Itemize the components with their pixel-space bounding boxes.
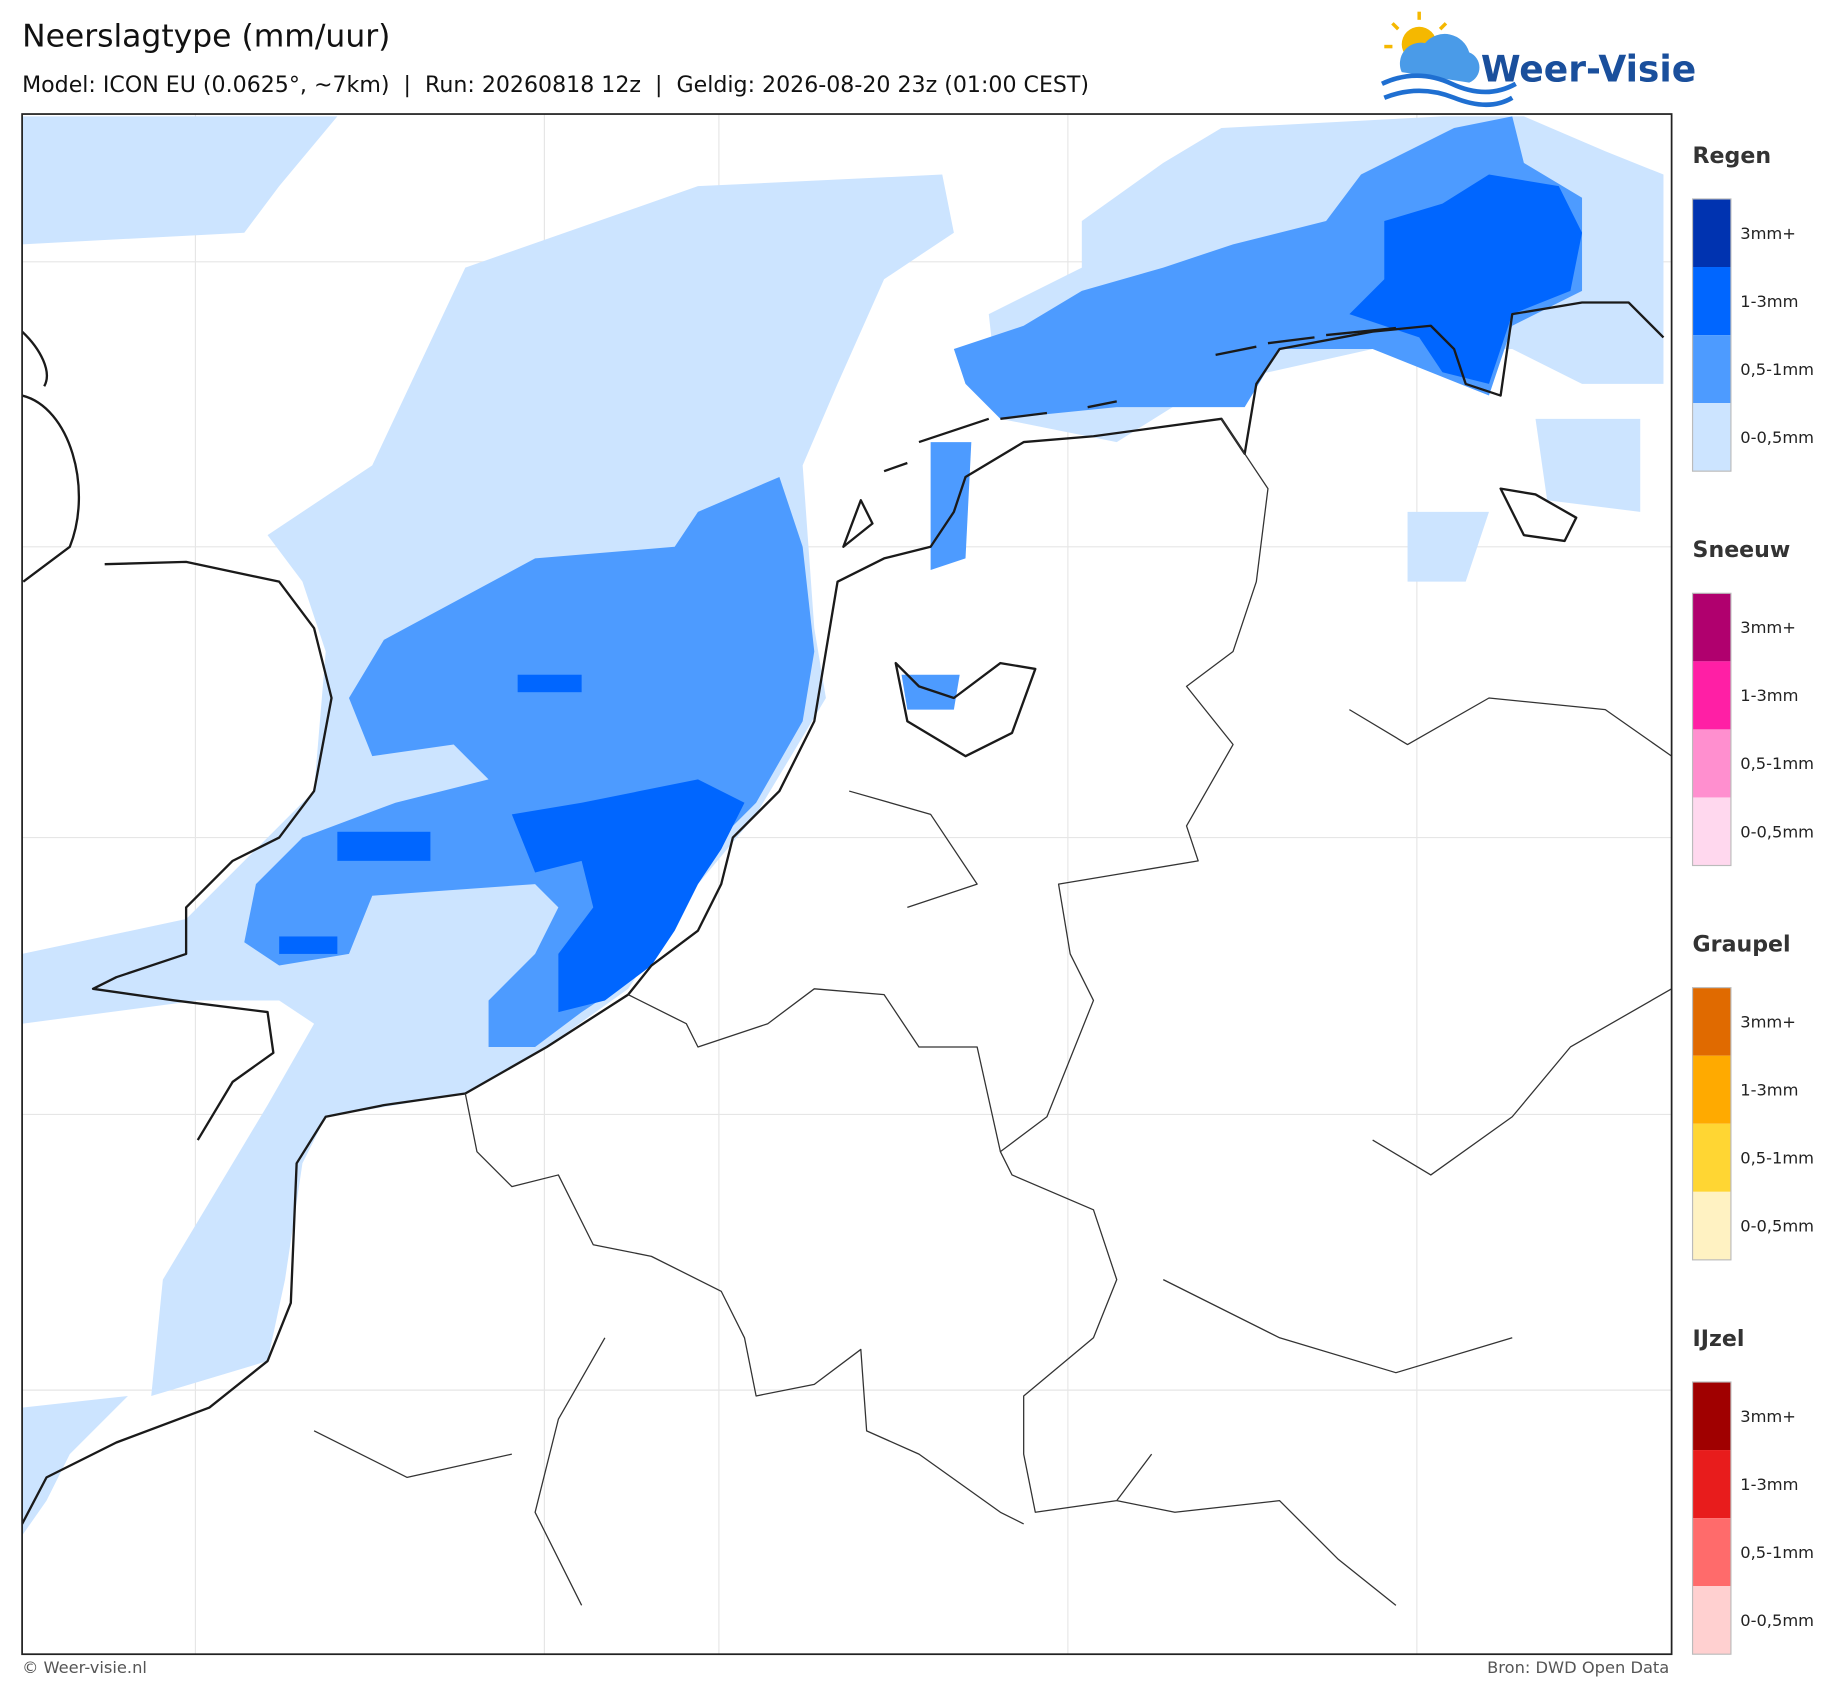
legend-label: 1-3mm [1740,1475,1798,1494]
map [22,114,1672,1655]
footer-right: Bron: DWD Open Data [1487,1658,1669,1677]
legend-swatch [1692,267,1731,336]
legend-frame [1691,198,1732,472]
legend-swatch [1692,1055,1731,1124]
legend-frame [1691,987,1732,1261]
legend-label: 1-3mm [1740,292,1798,311]
legend-heading: Graupel [1693,932,1791,958]
legend-label: 0-0,5mm [1740,822,1814,841]
legend-label: 3mm+ [1740,224,1796,243]
legend-label: 0,5-1mm [1740,1149,1814,1168]
legend-heading: Regen [1693,143,1772,169]
legend-frame [1691,592,1732,867]
legend-swatch [1692,593,1731,662]
borders [313,418,1672,1606]
legend-label: 0,5-1mm [1740,360,1814,379]
legend-swatch [1692,661,1731,730]
legend-label: 0,5-1mm [1740,1543,1814,1562]
legend-label: 3mm+ [1740,1407,1796,1426]
legend-swatch [1692,797,1731,866]
legend-label: 0-0,5mm [1740,1217,1814,1236]
legend-label: 3mm+ [1740,618,1796,637]
legend-swatch [1692,1382,1731,1451]
legend-frame [1691,1381,1732,1655]
legend-swatch [1692,335,1731,404]
legend-label: 1-3mm [1740,1081,1798,1100]
legend-label: 0-0,5mm [1740,1611,1814,1630]
legend: Regen 3mm+ 1-3mm 0,5-1mm 0-0,5mm Sneeuw 3mm+ 1-… [1691,143,1814,1655]
legend-swatch [1692,1586,1731,1655]
title: Neerslagtype (mm/uur) [22,19,390,55]
legend-swatch [1692,729,1731,798]
legend-swatch [1692,987,1731,1056]
legend-swatch [1692,1450,1731,1519]
legend-swatch [1692,1123,1731,1192]
logo-text: Weer-Visie [1481,48,1696,90]
subtitle: Model: ICON EU (0.0625°, ~7km) | Run: 20… [22,72,1089,98]
legend-label: 0-0,5mm [1740,428,1814,447]
legend-swatch [1692,1191,1731,1260]
legend-heading: IJzel [1693,1326,1745,1352]
coastline [22,301,1665,1525]
legend-label: 1-3mm [1740,686,1798,705]
legend-label: 0,5-1mm [1740,754,1814,773]
legend-heading: Sneeuw [1693,537,1791,563]
footer-left: © Weer-visie.nl [22,1658,147,1677]
precipitation [22,116,1664,1536]
legend-swatch [1692,198,1731,268]
map-frame [21,113,1673,1656]
legend-label: 3mm+ [1740,1012,1796,1031]
logo: Weer-Visie [1380,11,1696,108]
legend-swatch [1692,1518,1731,1587]
legend-swatch [1692,403,1731,472]
